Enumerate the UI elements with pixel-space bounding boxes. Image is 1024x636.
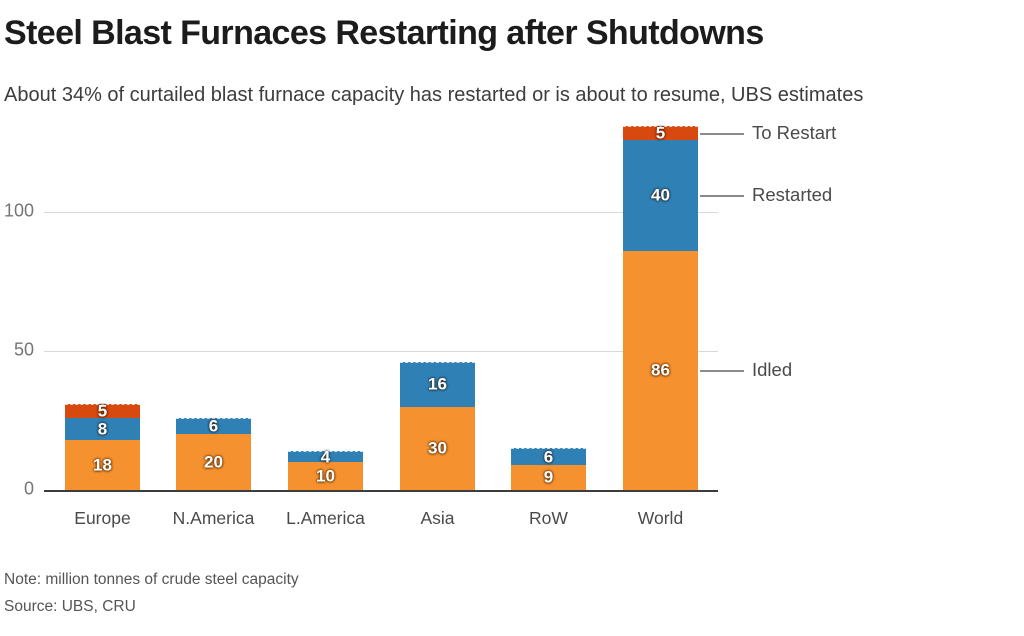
legend-label-idled: Idled [752, 359, 793, 381]
legend-connector-idled [700, 370, 744, 373]
stacked-bar-chart: 0 50 100 18 8 5 Europe 20 6 N.America 10 4 L.America… [0, 110, 1024, 555]
bar-segment-n-america-idled [176, 434, 251, 490]
bar-segment-world-to-restart [623, 125, 698, 140]
category-label-europe: Europe [74, 508, 131, 528]
bar-segment-asia-restarted [400, 362, 475, 407]
bar-segment-europe-idled [65, 439, 140, 490]
y-tick-label-100: 100 [3, 200, 34, 221]
category-label-asia: Asia [420, 508, 455, 528]
gridline-50 [44, 351, 718, 352]
category-label-l-america: L.America [286, 508, 365, 528]
category-label-world: World [637, 508, 684, 528]
bar-value-label-europe-to-restart: 5 [97, 401, 108, 421]
y-tick-label-50: 50 [13, 339, 34, 360]
bar-segment-n-america-restarted [176, 417, 251, 435]
bar-segment-l-america-idled [288, 462, 363, 490]
bar-segment-row-idled [511, 464, 586, 490]
bar-value-label-europe-restarted: 8 [97, 419, 108, 439]
bar-value-label-row-idled: 9 [543, 467, 554, 487]
legend-label-restarted: Restarted [752, 184, 833, 206]
bar-segment-asia-idled [400, 406, 475, 490]
bar-value-label-europe-idled: 18 [93, 455, 112, 475]
bar-value-label-asia-idled: 30 [428, 438, 447, 458]
bar-segment-l-america-restarted [288, 451, 363, 463]
bar-segment-world-idled [623, 250, 698, 490]
bar-value-label-n-america-idled: 20 [204, 452, 223, 472]
bar-value-label-world-restarted: 40 [651, 185, 670, 205]
bar-segment-europe-to-restart [65, 403, 140, 418]
chart-note: Note: million tonnes of crude steel capa… [4, 571, 299, 588]
legend-label-to-restart: To Restart [752, 121, 837, 143]
bar-value-label-asia-restarted: 16 [428, 374, 447, 394]
category-label-n-america: N.America [172, 508, 255, 528]
y-tick-label-0: 0 [23, 478, 34, 499]
bar-value-label-l-america-idled: 10 [316, 466, 335, 486]
chart-title: Steel Blast Furnaces Restarting after Sh… [4, 14, 764, 52]
category-label-row: RoW [529, 508, 568, 528]
legend-connector-restarted [700, 195, 744, 198]
bar-segment-europe-restarted [65, 417, 140, 440]
chart-source: Source: UBS, CRU [4, 598, 136, 615]
bar-value-label-row-restarted: 6 [543, 447, 554, 467]
chart-subtitle: About 34% of curtailed blast furnace cap… [4, 84, 864, 106]
legend-connector-to-restart [700, 132, 744, 135]
bar-value-label-l-america-restarted: 4 [320, 447, 331, 467]
bar-value-label-world-to-restart: 5 [655, 123, 666, 143]
bar-value-label-world-idled: 86 [651, 360, 670, 380]
gridline-100 [44, 212, 718, 213]
bar-segment-row-restarted [511, 448, 586, 465]
bar-segment-world-restarted [623, 139, 698, 251]
bar-value-label-n-america-restarted: 6 [208, 416, 219, 436]
x-axis-baseline [44, 490, 718, 492]
